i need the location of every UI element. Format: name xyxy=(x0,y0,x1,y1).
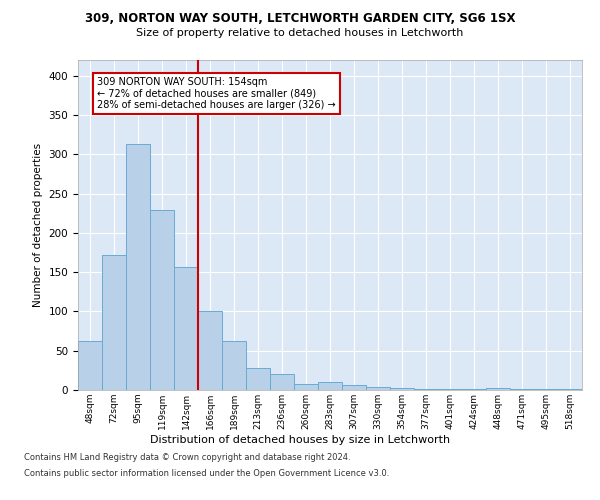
Bar xyxy=(294,384,318,390)
Bar xyxy=(486,388,510,390)
Text: Contains HM Land Registry data © Crown copyright and database right 2024.: Contains HM Land Registry data © Crown c… xyxy=(24,454,350,462)
Bar xyxy=(150,210,174,390)
Bar xyxy=(534,389,558,390)
Text: Contains public sector information licensed under the Open Government Licence v3: Contains public sector information licen… xyxy=(24,468,389,477)
Bar xyxy=(126,144,150,390)
Bar xyxy=(438,389,462,390)
Bar xyxy=(318,382,342,390)
Bar xyxy=(342,384,366,390)
Bar xyxy=(510,389,534,390)
Bar xyxy=(414,389,438,390)
Bar xyxy=(174,268,198,390)
Bar xyxy=(558,389,582,390)
Text: Distribution of detached houses by size in Letchworth: Distribution of detached houses by size … xyxy=(150,435,450,445)
Text: 309, NORTON WAY SOUTH, LETCHWORTH GARDEN CITY, SG6 1SX: 309, NORTON WAY SOUTH, LETCHWORTH GARDEN… xyxy=(85,12,515,26)
Bar xyxy=(222,342,246,390)
Text: 309 NORTON WAY SOUTH: 154sqm
← 72% of detached houses are smaller (849)
28% of s: 309 NORTON WAY SOUTH: 154sqm ← 72% of de… xyxy=(97,78,336,110)
Bar xyxy=(270,374,294,390)
Bar xyxy=(462,389,486,390)
Bar xyxy=(102,255,126,390)
Text: Size of property relative to detached houses in Letchworth: Size of property relative to detached ho… xyxy=(136,28,464,38)
Bar xyxy=(246,368,270,390)
Bar xyxy=(78,340,102,390)
Bar xyxy=(390,388,414,390)
Bar xyxy=(198,310,222,390)
Bar xyxy=(366,387,390,390)
Y-axis label: Number of detached properties: Number of detached properties xyxy=(33,143,43,307)
